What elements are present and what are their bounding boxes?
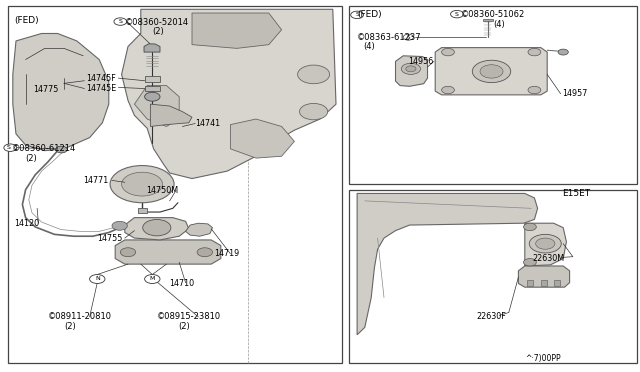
Circle shape <box>558 49 568 55</box>
Text: (FED): (FED) <box>14 16 38 25</box>
Circle shape <box>442 48 454 56</box>
Circle shape <box>472 60 511 83</box>
Text: 14120: 14120 <box>14 219 39 228</box>
Text: M: M <box>150 276 155 282</box>
Text: (4): (4) <box>493 20 504 29</box>
Circle shape <box>351 11 364 19</box>
Polygon shape <box>230 119 294 158</box>
Circle shape <box>524 259 536 266</box>
Text: S: S <box>455 12 459 17</box>
Text: E15ET: E15ET <box>562 189 590 198</box>
Circle shape <box>451 10 463 18</box>
Circle shape <box>122 172 163 196</box>
Polygon shape <box>525 223 566 266</box>
Bar <box>349 190 637 363</box>
Circle shape <box>536 238 555 249</box>
Circle shape <box>524 223 536 231</box>
Circle shape <box>145 275 160 283</box>
Circle shape <box>112 221 127 230</box>
Circle shape <box>298 65 330 84</box>
Circle shape <box>528 86 541 94</box>
Polygon shape <box>396 56 428 86</box>
Polygon shape <box>144 44 160 52</box>
Text: 14956: 14956 <box>408 57 433 66</box>
Polygon shape <box>134 86 179 126</box>
Text: ©08360-61214: ©08360-61214 <box>12 144 76 153</box>
Text: 14957: 14957 <box>562 89 588 98</box>
Polygon shape <box>115 240 221 264</box>
Text: 14775: 14775 <box>33 85 59 94</box>
Polygon shape <box>122 9 336 179</box>
Circle shape <box>145 92 160 101</box>
Circle shape <box>300 103 328 120</box>
Text: 14745E: 14745E <box>86 84 116 93</box>
Bar <box>483 19 493 21</box>
Circle shape <box>480 65 503 78</box>
Circle shape <box>197 248 212 257</box>
Circle shape <box>120 248 136 257</box>
Polygon shape <box>13 33 109 151</box>
Circle shape <box>110 166 174 203</box>
Circle shape <box>56 146 67 153</box>
Bar <box>8 6 342 363</box>
Text: 14755: 14755 <box>97 234 123 243</box>
Text: (FED): (FED) <box>357 10 381 19</box>
Bar <box>145 86 160 91</box>
Circle shape <box>528 48 541 56</box>
Bar <box>554 280 560 286</box>
Polygon shape <box>150 104 192 126</box>
Circle shape <box>442 86 454 94</box>
Bar <box>527 280 533 286</box>
Text: (2): (2) <box>178 322 189 331</box>
Bar <box>138 208 147 213</box>
Polygon shape <box>192 13 282 48</box>
Text: 14719: 14719 <box>214 249 239 258</box>
Circle shape <box>143 219 171 236</box>
Text: ©08915-23810: ©08915-23810 <box>157 312 221 321</box>
Bar <box>541 280 547 286</box>
Text: N: N <box>95 276 100 282</box>
Text: S: S <box>118 19 122 24</box>
Text: ^·7)00PP: ^·7)00PP <box>525 355 561 363</box>
Text: 14741: 14741 <box>195 119 220 128</box>
Text: 14750M: 14750M <box>146 186 178 195</box>
Text: S: S <box>7 145 11 150</box>
Circle shape <box>114 18 127 25</box>
Polygon shape <box>435 48 547 95</box>
Text: ©08360-51062: ©08360-51062 <box>461 10 525 19</box>
Polygon shape <box>125 218 189 240</box>
Circle shape <box>4 144 17 151</box>
Circle shape <box>529 234 561 253</box>
Text: ©08363-61237: ©08363-61237 <box>357 33 422 42</box>
Polygon shape <box>186 223 212 236</box>
Circle shape <box>90 275 105 283</box>
Circle shape <box>401 63 420 74</box>
Text: S: S <box>406 35 410 40</box>
Text: 14710: 14710 <box>169 279 194 288</box>
Text: 22630F: 22630F <box>477 312 506 321</box>
Circle shape <box>406 66 416 72</box>
Bar <box>349 6 637 184</box>
Text: 14745F: 14745F <box>86 74 116 83</box>
Text: 22630M: 22630M <box>532 254 564 263</box>
Text: (2): (2) <box>26 154 37 163</box>
Polygon shape <box>518 266 570 287</box>
Text: (2): (2) <box>64 322 76 331</box>
Polygon shape <box>357 193 538 335</box>
Text: (4): (4) <box>364 42 375 51</box>
Text: ©08911-20810: ©08911-20810 <box>48 312 112 321</box>
Text: ©08360-52014: ©08360-52014 <box>125 18 189 27</box>
Text: S: S <box>355 12 359 17</box>
Text: 14771: 14771 <box>83 176 108 185</box>
Circle shape <box>403 34 413 40</box>
Bar <box>145 76 160 82</box>
Text: (2): (2) <box>152 27 164 36</box>
